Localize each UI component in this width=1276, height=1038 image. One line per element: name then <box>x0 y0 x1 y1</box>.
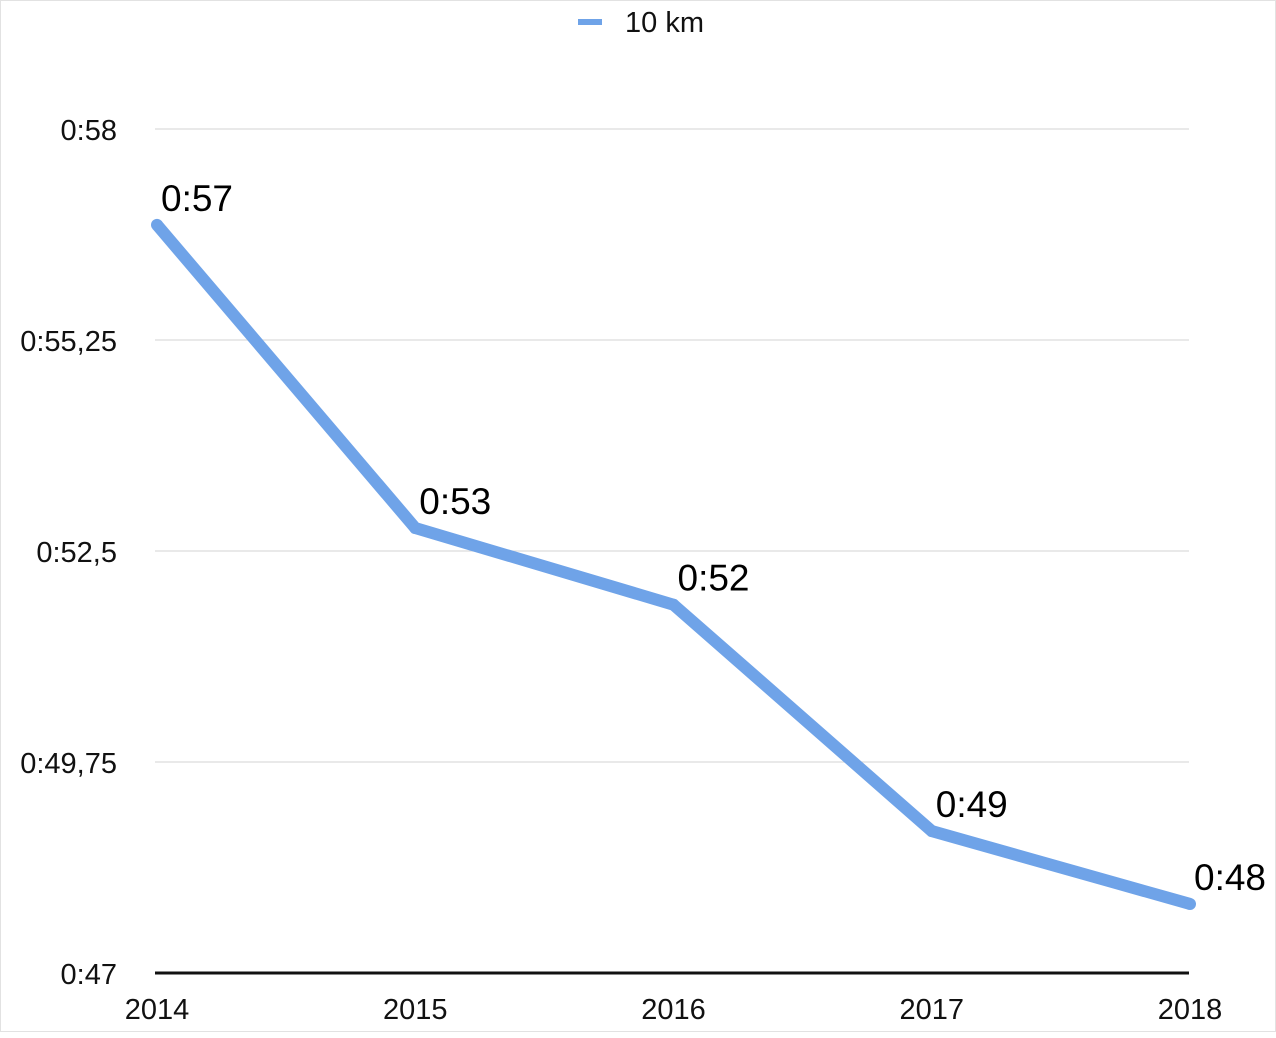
series-layer <box>151 218 1196 910</box>
data-point <box>667 598 680 611</box>
y-tick-label: 0:55,25 <box>20 326 117 358</box>
data-point <box>151 218 163 231</box>
y-tick-label: 0:52,5 <box>36 537 117 569</box>
legend: 10 km <box>578 7 704 39</box>
x-tick-label: 2017 <box>899 994 964 1026</box>
data-label: 0:49 <box>936 784 1008 825</box>
series-line-10-km <box>152 221 1192 910</box>
legend-label-10-km: 10 km <box>625 7 704 39</box>
x-tick-label: 2018 <box>1158 994 1223 1026</box>
data-label: 0:48 <box>1194 857 1266 898</box>
y-tick-label: 0:49,75 <box>20 748 117 780</box>
y-tick-label: 0:58 <box>61 115 117 147</box>
data-label-layer: 0:57 0:53 0:52 0:49 0:48 <box>161 178 1266 898</box>
data-label: 0:57 <box>161 178 233 219</box>
x-tick-label: 2016 <box>641 994 706 1026</box>
axis-layer: 0:47 0:49,75 0:52,5 0:55,25 0:58 2014 2015 2016… <box>20 115 1222 1026</box>
data-point <box>409 521 422 534</box>
grid-layer <box>155 128 1189 763</box>
y-tick-label: 0:47 <box>61 959 117 991</box>
data-point <box>1184 897 1196 910</box>
data-point <box>925 825 938 838</box>
x-tick-label: 2014 <box>125 994 190 1026</box>
data-label: 0:52 <box>678 558 750 599</box>
x-tick-label: 2015 <box>383 994 448 1026</box>
data-label: 0:53 <box>419 481 491 522</box>
